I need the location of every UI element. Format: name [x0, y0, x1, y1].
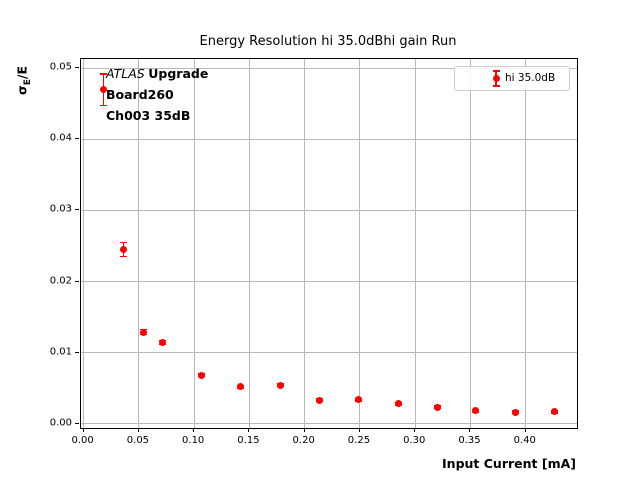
gridline-x: [304, 59, 306, 428]
gridline-x: [248, 59, 250, 428]
annotation-line-3: Ch003 35dB: [106, 108, 191, 123]
x-axis-label: Input Current [mA]: [442, 456, 576, 471]
data-point: [100, 86, 108, 94]
data-point: [315, 396, 323, 404]
x-tick-label: 0.25: [347, 435, 371, 446]
data-point: [472, 407, 480, 415]
data-point: [119, 246, 127, 254]
x-tick-mark: [303, 428, 305, 432]
data-point: [276, 381, 284, 389]
x-tick-label: 0.30: [403, 435, 426, 446]
errorbar-marker-icon: [489, 67, 503, 90]
x-tick-mark: [414, 428, 416, 432]
x-tick-label: 0.00: [71, 435, 94, 446]
error-bar-cap: [119, 241, 127, 244]
y-tick-mark: [75, 67, 79, 69]
y-tick-mark: [75, 209, 79, 211]
legend-errorbar-cap: [492, 85, 500, 87]
gridline-x: [469, 59, 471, 428]
error-bar-cap: [100, 104, 108, 106]
legend-box: hi 35.0dB: [454, 66, 570, 91]
x-tick-mark: [524, 428, 526, 432]
y-tick-mark: [75, 422, 79, 424]
x-tick-mark: [469, 428, 471, 432]
x-tick-mark: [193, 428, 195, 432]
legend-errorbar-cap: [492, 70, 500, 72]
data-point: [355, 396, 363, 404]
annotation-line-1: ATLAS Upgrade: [106, 66, 209, 81]
y-axis-label: σE/E: [14, 66, 34, 96]
gridline-x: [138, 59, 140, 428]
gridline-x: [83, 59, 85, 428]
x-tick-label: 0.40: [513, 435, 536, 446]
data-point: [237, 383, 245, 391]
y-tick-mark: [75, 280, 79, 282]
x-tick-label: 0.05: [126, 435, 150, 446]
gridline-x: [359, 59, 361, 428]
error-bar-cap: [119, 256, 127, 258]
data-point: [198, 371, 206, 379]
gridline-x: [525, 59, 527, 428]
x-tick-label: 0.35: [458, 435, 481, 446]
y-tick-label: 0.03: [49, 203, 72, 215]
chart-title: Energy Resolution hi 35.0dBhi gain Run: [199, 34, 457, 49]
y-tick-label: 0.04: [49, 132, 72, 144]
gridline-y: [81, 352, 577, 354]
y-tick-label: 0.02: [49, 275, 72, 287]
data-point: [433, 403, 441, 411]
gridline-y: [81, 67, 577, 69]
x-tick-label: 0.20: [292, 435, 315, 446]
data-point: [139, 328, 147, 336]
x-tick-label: 0.15: [237, 435, 260, 446]
gridline-y: [81, 423, 577, 425]
y-tick-label: 0.01: [49, 346, 72, 358]
data-point: [550, 408, 558, 416]
y-tick-label: 0.05: [49, 61, 72, 73]
x-tick-mark: [358, 428, 360, 432]
x-tick-mark: [248, 428, 250, 432]
data-point: [395, 400, 403, 408]
y-tick-mark: [75, 138, 79, 140]
data-point: [158, 339, 166, 347]
y-tick-label: 0.00: [49, 417, 72, 429]
plot-annotation: ATLAS Upgrade Board260 Ch003 35dB: [106, 63, 208, 126]
gridline-y: [81, 281, 577, 283]
gridline-x: [414, 59, 416, 428]
legend-marker-dot: [492, 75, 500, 82]
x-tick-label: 0.10: [182, 435, 205, 446]
gridline-y: [81, 209, 577, 211]
plot-area: [80, 58, 578, 429]
gridline-x: [193, 59, 195, 428]
error-bar-cap: [100, 73, 108, 75]
x-tick-mark: [137, 428, 139, 432]
annotation-line-2: Board260: [106, 87, 174, 102]
gridline-y: [81, 138, 577, 140]
data-point: [512, 408, 520, 416]
legend-label: hi 35.0dB: [505, 72, 556, 84]
x-tick-mark: [82, 428, 84, 432]
y-tick-mark: [75, 351, 79, 353]
